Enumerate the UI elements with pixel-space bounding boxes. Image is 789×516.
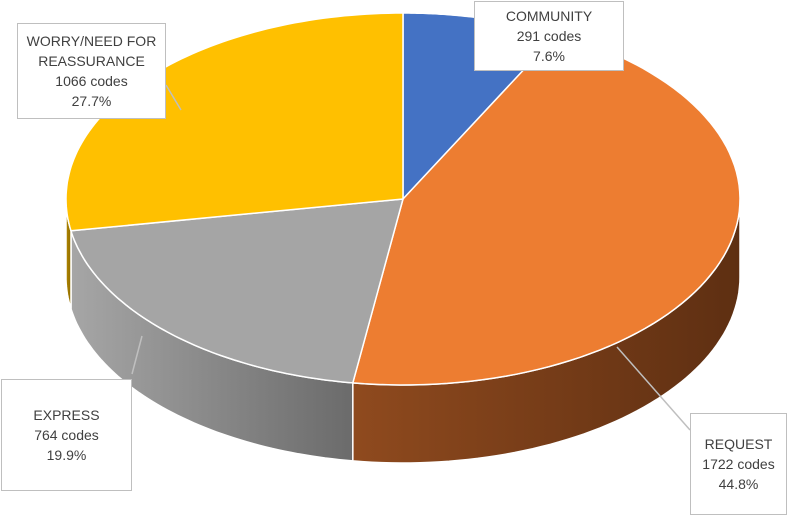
- label-express-percent: 19.9%: [46, 447, 87, 463]
- leader-worry: [165, 84, 182, 111]
- label-express: EXPRESS 764 codes 19.9%: [1, 379, 132, 491]
- label-express-count: 764 codes: [34, 427, 99, 443]
- label-worry-count: 1066 codes: [55, 73, 128, 89]
- label-request-name: REQUEST: [704, 436, 773, 452]
- slice-express: [70, 198, 404, 384]
- label-community-name: COMMUNITY: [505, 8, 593, 24]
- label-worry: WORRY/NEED FOR REASSURANCE 1066 codes 27…: [17, 23, 166, 119]
- leader-express: [131, 335, 143, 375]
- label-worry-name-line2: REASSURANCE: [38, 53, 145, 69]
- label-leader-lines: [131, 84, 691, 431]
- label-request-percent: 44.8%: [718, 476, 759, 492]
- label-request: REQUEST 1722 codes 44.8%: [690, 413, 787, 515]
- slice-request: [352, 32, 741, 386]
- label-request-count: 1722 codes: [702, 456, 775, 472]
- label-express-name: EXPRESS: [33, 407, 100, 423]
- pie-top-slices: [65, 12, 741, 386]
- label-community-count: 291 codes: [516, 28, 582, 44]
- label-community-percent: 7.6%: [533, 48, 565, 64]
- label-worry-name-line1: WORRY/NEED FOR: [26, 33, 157, 49]
- leader-request: [616, 346, 691, 431]
- label-worry-percent: 27.7%: [71, 93, 112, 109]
- label-community: COMMUNITY 291 codes 7.6%: [474, 1, 624, 71]
